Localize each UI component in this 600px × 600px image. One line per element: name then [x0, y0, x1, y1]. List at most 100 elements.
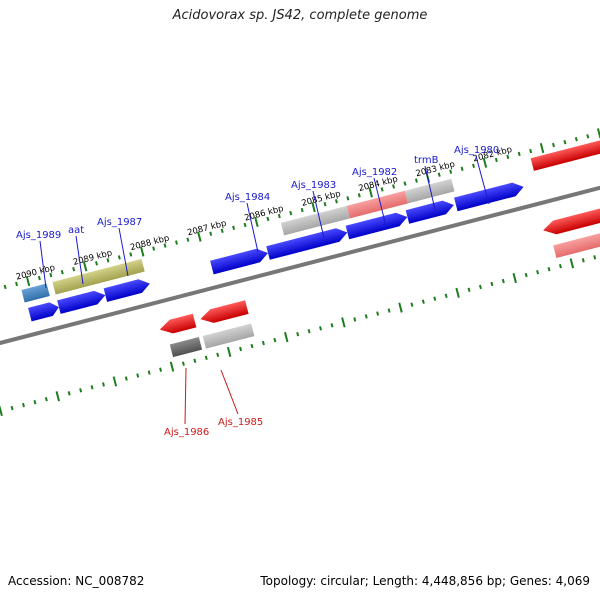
major-tick	[284, 332, 289, 343]
gene-label[interactable]: trmB	[414, 155, 439, 166]
minor-tick	[95, 261, 98, 266]
minor-tick	[307, 329, 311, 334]
gene-label[interactable]: Ajs_1984	[225, 192, 270, 203]
minor-tick	[387, 308, 391, 313]
minor-tick	[558, 264, 562, 269]
minor-tick	[15, 281, 19, 287]
genome-track: 2090 kbp 2089 kbp 2088 kbp 2087 kbp 2086…	[0, 128, 600, 417]
minor-tick	[300, 207, 304, 213]
minor-tick	[266, 216, 270, 222]
cds-arrow[interactable]	[103, 277, 152, 302]
gene-label[interactable]: Ajs_1985	[218, 417, 263, 428]
cds-arrow[interactable]	[28, 300, 61, 322]
scale-label: 2087 kbp	[186, 219, 227, 239]
minor-tick	[175, 240, 178, 245]
gene-label[interactable]: Ajs_1983	[291, 180, 336, 191]
cds-arrow[interactable]	[454, 180, 525, 212]
gene-label[interactable]: Ajs_1986	[164, 427, 209, 438]
minor-tick	[181, 361, 185, 366]
major-tick	[112, 376, 118, 387]
product-feature[interactable]	[52, 258, 145, 295]
cds-arrow[interactable]	[541, 192, 600, 237]
minor-tick	[232, 225, 236, 231]
minor-tick	[44, 396, 48, 402]
leader-line	[475, 155, 490, 205]
major-tick	[596, 128, 600, 139]
minor-tick	[163, 243, 167, 248]
minor-tick	[22, 402, 25, 408]
gene-label[interactable]: Ajs_1987	[97, 217, 142, 228]
minor-tick	[67, 391, 71, 396]
leader-line	[39, 240, 47, 289]
minor-tick	[357, 193, 361, 198]
cds-arrow[interactable]	[158, 313, 197, 337]
major-tick	[569, 258, 575, 269]
product-feature[interactable]	[169, 337, 203, 358]
minor-tick	[472, 163, 475, 168]
minor-tick	[552, 142, 555, 148]
leader-line	[184, 367, 187, 425]
genome-backbone	[0, 160, 600, 355]
major-tick	[341, 317, 346, 328]
minor-tick	[250, 343, 254, 349]
scale-label: 2090 kbp	[15, 263, 56, 283]
major-tick	[82, 261, 88, 272]
product-feature[interactable]	[346, 190, 409, 219]
minor-tick	[261, 340, 265, 346]
scale-ticks-reverse	[0, 255, 597, 417]
minor-tick	[490, 281, 494, 287]
cds-arrow[interactable]	[266, 226, 349, 260]
product-feature[interactable]	[404, 178, 455, 204]
product-feature[interactable]	[202, 323, 255, 349]
gene-label[interactable]: Ajs_1980	[454, 145, 499, 156]
minor-tick	[273, 337, 277, 343]
minor-tick	[289, 210, 293, 216]
gene-label[interactable]: aat	[68, 225, 84, 236]
cds-arrow[interactable]	[210, 246, 270, 275]
cds-arrow[interactable]	[405, 198, 456, 224]
minor-tick	[529, 148, 533, 154]
minor-tick	[517, 151, 521, 157]
minor-tick	[129, 252, 133, 257]
gene-label[interactable]: Ajs_1982	[352, 167, 397, 178]
minor-tick	[410, 302, 414, 307]
product-feature[interactable]	[21, 283, 50, 303]
product-feature[interactable]	[280, 205, 350, 236]
minor-tick	[3, 284, 7, 290]
minor-tick	[152, 246, 156, 251]
minor-tick	[501, 278, 505, 284]
cds-arrow[interactable]	[345, 210, 410, 240]
minor-tick	[193, 358, 197, 363]
minor-tick	[147, 370, 151, 375]
cds-arrow[interactable]	[199, 300, 249, 326]
minor-tick	[563, 139, 567, 145]
minor-tick	[547, 267, 551, 272]
major-tick	[55, 391, 60, 402]
minor-tick	[124, 376, 128, 381]
minor-tick	[49, 272, 53, 278]
major-tick	[169, 361, 175, 372]
minor-tick	[330, 323, 334, 328]
minor-tick	[37, 275, 41, 281]
minor-tick	[421, 299, 425, 304]
minor-tick	[449, 169, 453, 174]
minor-tick	[277, 213, 281, 219]
leader-line	[118, 227, 129, 277]
major-tick	[139, 246, 145, 257]
scale-label: 2088 kbp	[129, 233, 170, 253]
leader-line	[312, 190, 325, 239]
cds-arrow[interactable]	[57, 288, 107, 314]
reverse-label-leaders	[184, 367, 239, 425]
leader-line	[220, 369, 239, 415]
minor-tick	[506, 154, 510, 160]
product-feature[interactable]	[530, 128, 600, 171]
minor-tick	[376, 311, 380, 316]
major-tick	[539, 142, 545, 154]
forward-label-leaders	[39, 155, 490, 289]
cds-features-forward	[28, 180, 525, 322]
gene-label[interactable]: Ajs_1989	[16, 230, 61, 241]
leader-line	[424, 165, 437, 215]
forward-gene-labels: Ajs_1989 aat Ajs_1987 Ajs_1984 Ajs_1983 …	[16, 145, 499, 241]
product-feature[interactable]	[553, 215, 600, 258]
minor-tick	[10, 405, 14, 411]
